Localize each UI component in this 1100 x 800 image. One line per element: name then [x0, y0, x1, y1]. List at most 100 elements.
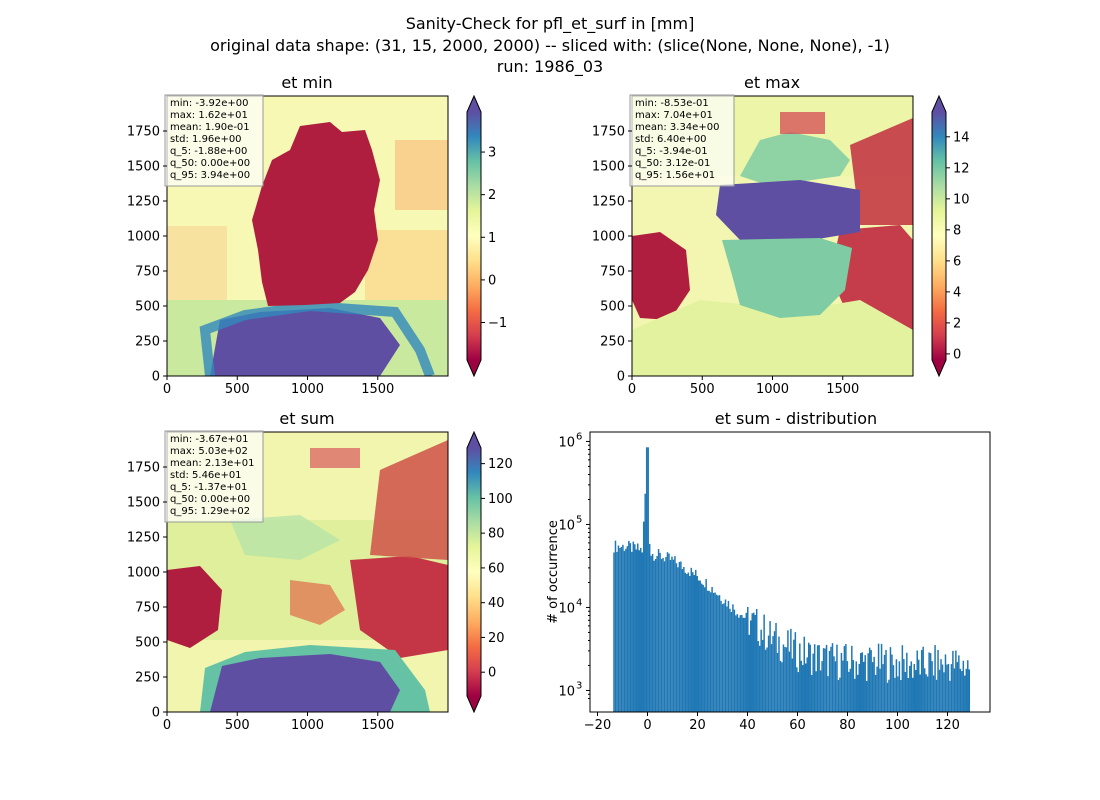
histogram-bar: [620, 546, 623, 712]
histogram-bar: [711, 586, 713, 712]
histogram-bar: [761, 639, 764, 712]
histogram-bar: [779, 660, 782, 712]
y-tick-label: 250: [135, 671, 160, 686]
histogram-bar: [773, 631, 776, 712]
histogram-bar: [842, 660, 844, 712]
histogram-bar: [651, 553, 654, 712]
histogram-bar: [641, 552, 643, 712]
histogram-bar: [747, 606, 749, 712]
histogram-bar: [806, 657, 808, 712]
colorbar-tick-label: 12: [953, 161, 970, 176]
panel-title: et max: [744, 73, 800, 92]
histogram-bar: [965, 668, 968, 712]
colorbar-tick-label: 1: [488, 231, 496, 246]
histogram-bar: [825, 644, 828, 712]
figure-title-line-1: Sanity-Check for pfl_et_surf in [mm]: [406, 14, 695, 34]
histogram-bar: [794, 632, 797, 712]
x-tick-label: −20: [584, 718, 611, 733]
colorbar-tick-label: 2: [488, 188, 496, 203]
colorbar: −1 0 1 2 3: [466, 94, 507, 378]
colorbar-tick-label: 100: [488, 492, 513, 507]
histogram-bar: [799, 643, 801, 712]
histogram-bar: [962, 660, 965, 712]
colorbar-extend-min: [467, 360, 481, 376]
west-hotspot: [167, 566, 222, 648]
histogram-bar: [640, 547, 642, 712]
histogram-bar: [959, 668, 962, 712]
x-tick-label: 500: [225, 718, 250, 733]
colorbar-tick-label: −1: [488, 316, 507, 331]
histogram-bar: [741, 614, 743, 712]
stats-box: [164, 430, 264, 523]
colorbar: 0 20 40 60 80 100 120: [466, 430, 513, 714]
histogram-bar: [935, 679, 938, 712]
y-tick-label: 250: [600, 335, 625, 350]
histogram-bar: [784, 646, 786, 712]
histogram-bar: [782, 644, 785, 712]
histogram-bar: [932, 675, 935, 712]
north-hotspot: [780, 112, 825, 134]
stats-line: q_50: 0.00e+00: [170, 158, 250, 169]
histogram-bar: [879, 668, 881, 712]
histogram-bar: [877, 643, 880, 712]
histogram-bar: [653, 560, 655, 712]
histogram-bar: [813, 644, 816, 712]
histogram-bar: [819, 670, 822, 712]
histogram-bar: [647, 447, 649, 712]
histogram-bar: [824, 648, 826, 712]
stats-line: q_95: 1.29e+02: [170, 506, 250, 517]
histogram-bar: [769, 621, 771, 712]
histogram-bar: [614, 540, 617, 712]
stats-line: q_50: 0.00e+00: [170, 494, 250, 505]
y-tick-label: 1000: [127, 230, 160, 245]
histogram-bar: [952, 650, 954, 712]
histogram-bar: [671, 556, 673, 712]
stats-line: q_5: -1.88e+00: [170, 146, 247, 157]
y-tick-label: 250: [135, 335, 160, 350]
histogram-bar: [702, 584, 704, 712]
histogram-bar: [834, 661, 837, 712]
histogram-bar: [776, 652, 779, 712]
histogram-bar: [964, 675, 966, 712]
country-south: [722, 238, 852, 318]
histogram-bar: [705, 579, 707, 712]
histogram-bar: [920, 650, 923, 712]
stats-box: [164, 94, 264, 187]
colorbar-tick-label: 14: [953, 130, 970, 145]
histogram-bar: [922, 646, 924, 712]
histogram-bar: [695, 569, 697, 712]
y-tick-label: 750: [135, 601, 160, 616]
colorbar-extend-min: [467, 696, 481, 712]
histogram-bar: [632, 541, 635, 712]
histogram-bar: [657, 549, 660, 712]
histogram-bar: [904, 671, 907, 712]
histogram-bar: [683, 566, 685, 712]
histogram-bar: [739, 615, 742, 712]
colorbar-gradient: [467, 448, 481, 696]
histogram-bar: [617, 545, 620, 712]
x-tick-label: 60: [789, 718, 806, 733]
histogram-bar: [891, 654, 893, 712]
histogram-bar: [845, 644, 847, 712]
histogram-bar: [757, 641, 759, 712]
y-tick-label: 1750: [127, 125, 160, 140]
x-axis: −20 0 20 40 60 80 100 120: [584, 712, 960, 733]
histogram-bar: [638, 550, 641, 712]
histogram-bar: [809, 644, 811, 712]
histogram-bar: [882, 664, 884, 712]
histogram-bar: [663, 561, 666, 712]
colorbar-outline: [931, 94, 947, 378]
y-tick-label: 1500: [127, 160, 160, 175]
histogram-bar: [726, 606, 728, 712]
histogram-bar: [846, 661, 849, 712]
histogram-bar: [697, 580, 700, 712]
colorbar-tick-label: 60: [488, 561, 505, 576]
colorbar-extend-max: [932, 96, 946, 112]
histogram-bar: [686, 574, 688, 712]
histogram-bar: [810, 675, 813, 712]
histogram-bar: [666, 552, 669, 712]
histogram-bar: [729, 608, 731, 712]
histogram-bar: [912, 677, 914, 712]
colorbar-tick-label: 3: [488, 146, 496, 161]
histogram-bar: [628, 540, 630, 712]
